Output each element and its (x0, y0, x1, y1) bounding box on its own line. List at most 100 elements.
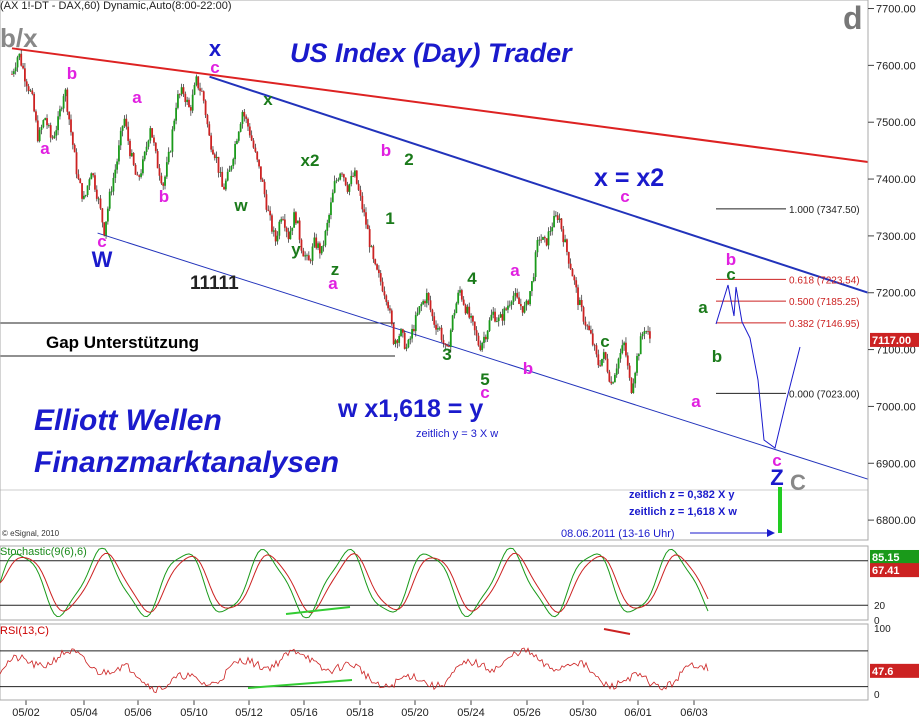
candle-body (582, 307, 585, 322)
candle-body (613, 374, 616, 383)
candle-body (101, 208, 104, 223)
wave-label: c (480, 383, 489, 402)
candle-body (390, 310, 393, 325)
candle-body (180, 87, 183, 95)
fibonacci-levels: 1.000 (7347.50) 0.618 (7223.54) 0.500 (718… (716, 205, 860, 400)
candle-body (309, 260, 312, 262)
candle-body (497, 317, 500, 322)
candle-body (527, 300, 530, 305)
candle-body (289, 230, 292, 240)
candle-body (88, 179, 91, 186)
stoch-divergence (285, 606, 351, 615)
candle-body (418, 306, 421, 313)
candle-body (543, 236, 546, 239)
y-tick-label: 7300.00 (876, 231, 916, 243)
candle-body (462, 299, 465, 305)
candle-body (90, 173, 93, 180)
candle-body (184, 93, 187, 103)
candle-body (226, 171, 229, 181)
candle-body (383, 291, 386, 296)
candle-body (595, 345, 598, 355)
zeitlich-z-1: zeitlich z = 0,382 X y (629, 489, 735, 501)
candle-body (199, 88, 201, 91)
candle-body (413, 329, 415, 332)
candle-body (628, 365, 631, 378)
candle-body (193, 85, 196, 95)
wave-label: c (772, 451, 781, 470)
candle-body (276, 235, 279, 242)
candle-body (274, 230, 277, 242)
wave-label: a (328, 274, 338, 293)
x-tick-label: 05/20 (401, 707, 429, 719)
candle-body (442, 339, 445, 344)
candle-body (409, 338, 412, 340)
candle-body (92, 173, 95, 176)
candle-body (171, 129, 174, 152)
x-tick-label: 06/03 (680, 707, 708, 719)
stoch-d-line (0, 552, 709, 614)
candle-body (182, 87, 185, 94)
candle-body (189, 107, 192, 111)
candle-body (470, 315, 472, 318)
candle-body (118, 145, 120, 162)
candle-body (62, 96, 65, 109)
candle-body (453, 312, 456, 316)
candle-body (494, 311, 496, 322)
wave-label: 3 (442, 345, 451, 364)
candle-body (306, 255, 308, 257)
candle-body (372, 246, 375, 260)
candle-body (575, 280, 578, 288)
candle-body (477, 335, 480, 346)
x-tick-label: 05/10 (180, 707, 208, 719)
candle-body (202, 91, 205, 101)
wave-label: w (233, 196, 248, 215)
candle-body (571, 269, 574, 277)
wave-label: a (698, 298, 708, 317)
candle-body (464, 304, 467, 314)
candle-body (296, 220, 299, 224)
candle-body (136, 174, 139, 176)
candle-body (599, 365, 602, 366)
candle-body (626, 355, 629, 366)
candle-body (283, 219, 286, 228)
candle-body (147, 140, 150, 147)
candle-body (16, 57, 19, 68)
candle-body (24, 68, 26, 82)
candle-body (178, 94, 181, 95)
candle-body (379, 273, 382, 282)
candle-body (57, 116, 59, 131)
candle-body (285, 227, 288, 232)
candle-body (455, 303, 458, 313)
wave-label: W (92, 247, 113, 272)
candle-body (341, 173, 343, 175)
candle-body (213, 154, 216, 159)
candle-body (569, 263, 572, 270)
candle-body (357, 183, 360, 190)
rsi-tick: 0 (874, 690, 880, 701)
candle-body (134, 164, 137, 175)
candle-body (400, 329, 402, 337)
candle-body (366, 224, 369, 230)
candle-body (416, 312, 419, 316)
candle-body (630, 377, 633, 393)
y-tick-label: 7600.00 (876, 60, 916, 72)
candle-body (501, 314, 504, 321)
candle-body (427, 292, 430, 301)
fib-label-0.618: 0.618 (7223.54) (789, 275, 860, 286)
candle-body (31, 90, 34, 94)
candle-body (142, 159, 144, 174)
candle-body (363, 209, 366, 213)
candle-body (311, 246, 314, 261)
candle-body (647, 331, 649, 333)
wave-label: a (510, 261, 520, 280)
candle-body (304, 255, 307, 257)
wave-label: b (67, 64, 77, 83)
candle-body (298, 220, 301, 240)
wave-label: x (209, 36, 222, 61)
wave-label: 4 (467, 269, 477, 288)
candle-body (254, 147, 257, 152)
candle-body (206, 115, 209, 125)
y-tick-label: 7200.00 (876, 288, 916, 300)
candle-body (278, 221, 281, 236)
